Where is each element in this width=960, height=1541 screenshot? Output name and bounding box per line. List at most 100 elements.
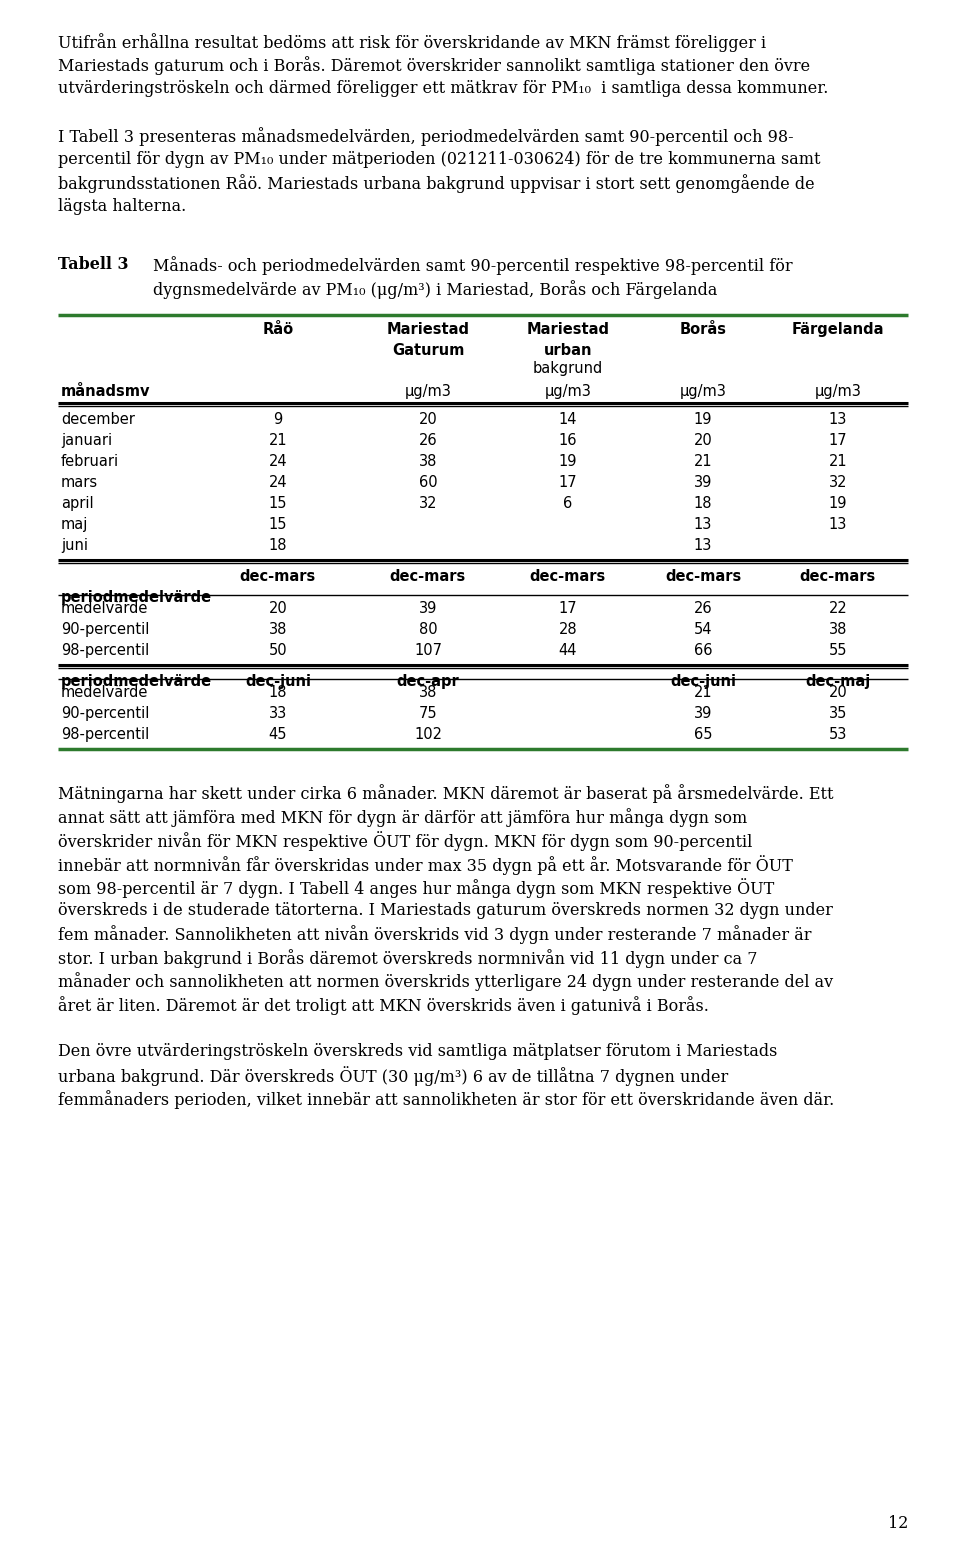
Text: 98-percentil: 98-percentil	[61, 643, 149, 658]
Text: 19: 19	[828, 496, 848, 512]
Text: innebär att normnivån får överskridas under max 35 dygn på ett år. Motsvarande f: innebär att normnivån får överskridas un…	[58, 855, 793, 875]
Text: lägsta halterna.: lägsta halterna.	[58, 197, 186, 214]
Text: Gaturum: Gaturum	[392, 344, 465, 358]
Text: 19: 19	[694, 413, 712, 427]
Text: dec-maj: dec-maj	[805, 675, 871, 689]
Text: 6: 6	[564, 496, 572, 512]
Text: månadsmv: månadsmv	[61, 384, 151, 399]
Text: bakgrundsstationen Råö. Mariestads urbana bakgrund uppvisar i stort sett genomgå: bakgrundsstationen Råö. Mariestads urban…	[58, 174, 815, 193]
Text: stor. I urban bakgrund i Borås däremot överskreds normnivån vid 11 dygn under ca: stor. I urban bakgrund i Borås däremot ö…	[58, 949, 757, 968]
Text: 15: 15	[269, 496, 287, 512]
Text: 32: 32	[828, 475, 848, 490]
Text: januari: januari	[61, 433, 112, 448]
Text: 26: 26	[694, 601, 712, 616]
Text: μg/m3: μg/m3	[404, 384, 451, 399]
Text: μg/m3: μg/m3	[544, 384, 591, 399]
Text: Färgelanda: Färgelanda	[792, 322, 884, 337]
Text: μg/m3: μg/m3	[680, 384, 727, 399]
Text: utvärderingströskeln och därmed föreligger ett mätkrav för PM₁₀  i samtliga dess: utvärderingströskeln och därmed föreligg…	[58, 80, 828, 97]
Text: I Tabell 3 presenteras månadsmedelvärden, periodmedelvärden samt 90-percentil oc: I Tabell 3 presenteras månadsmedelvärden…	[58, 126, 794, 146]
Text: Mariestad: Mariestad	[526, 322, 610, 337]
Text: μg/m3: μg/m3	[815, 384, 861, 399]
Text: 14: 14	[559, 413, 577, 427]
Text: Mariestad: Mariestad	[387, 322, 469, 337]
Text: 13: 13	[694, 518, 712, 532]
Text: 38: 38	[419, 455, 437, 470]
Text: 54: 54	[694, 623, 712, 638]
Text: 18: 18	[694, 496, 712, 512]
Text: urban: urban	[543, 344, 592, 358]
Text: 44: 44	[559, 643, 577, 658]
Text: femmånaders perioden, vilket innebär att sannolikheten är stor för ett överskrid: femmånaders perioden, vilket innebär att…	[58, 1089, 834, 1110]
Text: medelvärde: medelvärde	[61, 686, 149, 700]
Text: överskrider nivån för MKN respektive ÖUT för dygn. MKN för dygn som 90-percentil: överskrider nivån för MKN respektive ÖUT…	[58, 832, 753, 852]
Text: dygnsmedelvärde av PM₁₀ (μg/m³) i Mariestad, Borås och Färgelanda: dygnsmedelvärde av PM₁₀ (μg/m³) i Maries…	[153, 280, 717, 299]
Text: 45: 45	[269, 727, 287, 743]
Text: december: december	[61, 413, 134, 427]
Text: dec-apr: dec-apr	[396, 675, 460, 689]
Text: 38: 38	[269, 623, 287, 638]
Text: 39: 39	[694, 706, 712, 721]
Text: Utifrån erhållna resultat bedöms att risk för överskridande av MKN främst föreli: Utifrån erhållna resultat bedöms att ris…	[58, 32, 766, 52]
Text: april: april	[61, 496, 94, 512]
Text: dec-juni: dec-juni	[245, 675, 311, 689]
Text: Borås: Borås	[680, 322, 727, 337]
Text: 60: 60	[419, 475, 438, 490]
Text: 65: 65	[694, 727, 712, 743]
Text: februari: februari	[61, 455, 119, 470]
Text: percentil för dygn av PM₁₀ under mätperioden (021211-030624) för de tre kommuner: percentil för dygn av PM₁₀ under mätperi…	[58, 151, 821, 168]
Text: bakgrund: bakgrund	[533, 361, 603, 376]
Text: 17: 17	[559, 601, 577, 616]
Text: dec-mars: dec-mars	[390, 569, 467, 584]
Text: 13: 13	[694, 538, 712, 553]
Text: Tabell 3: Tabell 3	[58, 256, 129, 273]
Text: periodmedelvärde: periodmedelvärde	[61, 590, 212, 606]
Text: 39: 39	[419, 601, 437, 616]
Text: 50: 50	[269, 643, 287, 658]
Text: periodmedelvärde: periodmedelvärde	[61, 675, 212, 689]
Text: 18: 18	[269, 538, 287, 553]
Text: Råö: Råö	[262, 322, 294, 337]
Text: Den övre utvärderingströskeln överskreds vid samtliga mätplatser förutom i Marie: Den övre utvärderingströskeln överskreds…	[58, 1043, 778, 1060]
Text: 21: 21	[828, 455, 848, 470]
Text: 20: 20	[269, 601, 287, 616]
Text: 13: 13	[828, 413, 847, 427]
Text: 90-percentil: 90-percentil	[61, 623, 150, 638]
Text: 32: 32	[419, 496, 437, 512]
Text: 90-percentil: 90-percentil	[61, 706, 150, 721]
Text: medelvärde: medelvärde	[61, 601, 149, 616]
Text: urbana bakgrund. Där överskreds ÖUT (30 μg/m³) 6 av de tillåtna 7 dygnen under: urbana bakgrund. Där överskreds ÖUT (30 …	[58, 1066, 729, 1086]
Text: 38: 38	[419, 686, 437, 700]
Text: dec-mars: dec-mars	[240, 569, 316, 584]
Text: maj: maj	[61, 518, 88, 532]
Text: 55: 55	[828, 643, 848, 658]
Text: 38: 38	[828, 623, 847, 638]
Text: dec-mars: dec-mars	[530, 569, 606, 584]
Text: 17: 17	[828, 433, 848, 448]
Text: 17: 17	[559, 475, 577, 490]
Text: annat sätt att jämföra med MKN för dygn är därför att jämföra hur många dygn som: annat sätt att jämföra med MKN för dygn …	[58, 807, 747, 828]
Text: 12: 12	[888, 1515, 908, 1532]
Text: dec-mars: dec-mars	[665, 569, 741, 584]
Text: 20: 20	[694, 433, 712, 448]
Text: 20: 20	[828, 686, 848, 700]
Text: 75: 75	[419, 706, 438, 721]
Text: året är liten. Däremot är det troligt att MKN överskrids även i gatunivå i Borås: året är liten. Däremot är det troligt at…	[58, 995, 708, 1016]
Text: mars: mars	[61, 475, 98, 490]
Text: 26: 26	[419, 433, 438, 448]
Text: dec-juni: dec-juni	[670, 675, 736, 689]
Text: fem månader. Sannolikheten att nivån överskrids vid 3 dygn under resterande 7 må: fem månader. Sannolikheten att nivån öve…	[58, 926, 811, 945]
Text: 13: 13	[828, 518, 847, 532]
Text: månader och sannolikheten att normen överskrids ytterligare 24 dygn under rester: månader och sannolikheten att normen öve…	[58, 972, 833, 991]
Text: 20: 20	[419, 413, 438, 427]
Text: Månads- och periodmedelvärden samt 90-percentil respektive 98-percentil för: Månads- och periodmedelvärden samt 90-pe…	[153, 256, 793, 276]
Text: 28: 28	[559, 623, 577, 638]
Text: överskreds i de studerade tätorterna. I Mariestads gaturum överskreds normen 32 : överskreds i de studerade tätorterna. I …	[58, 901, 833, 918]
Text: 15: 15	[269, 518, 287, 532]
Text: 21: 21	[269, 433, 287, 448]
Text: 21: 21	[694, 455, 712, 470]
Text: juni: juni	[61, 538, 88, 553]
Text: 39: 39	[694, 475, 712, 490]
Text: Mätningarna har skett under cirka 6 månader. MKN däremot är baserat på årsmedelv: Mätningarna har skett under cirka 6 måna…	[58, 784, 833, 803]
Text: 98-percentil: 98-percentil	[61, 727, 149, 743]
